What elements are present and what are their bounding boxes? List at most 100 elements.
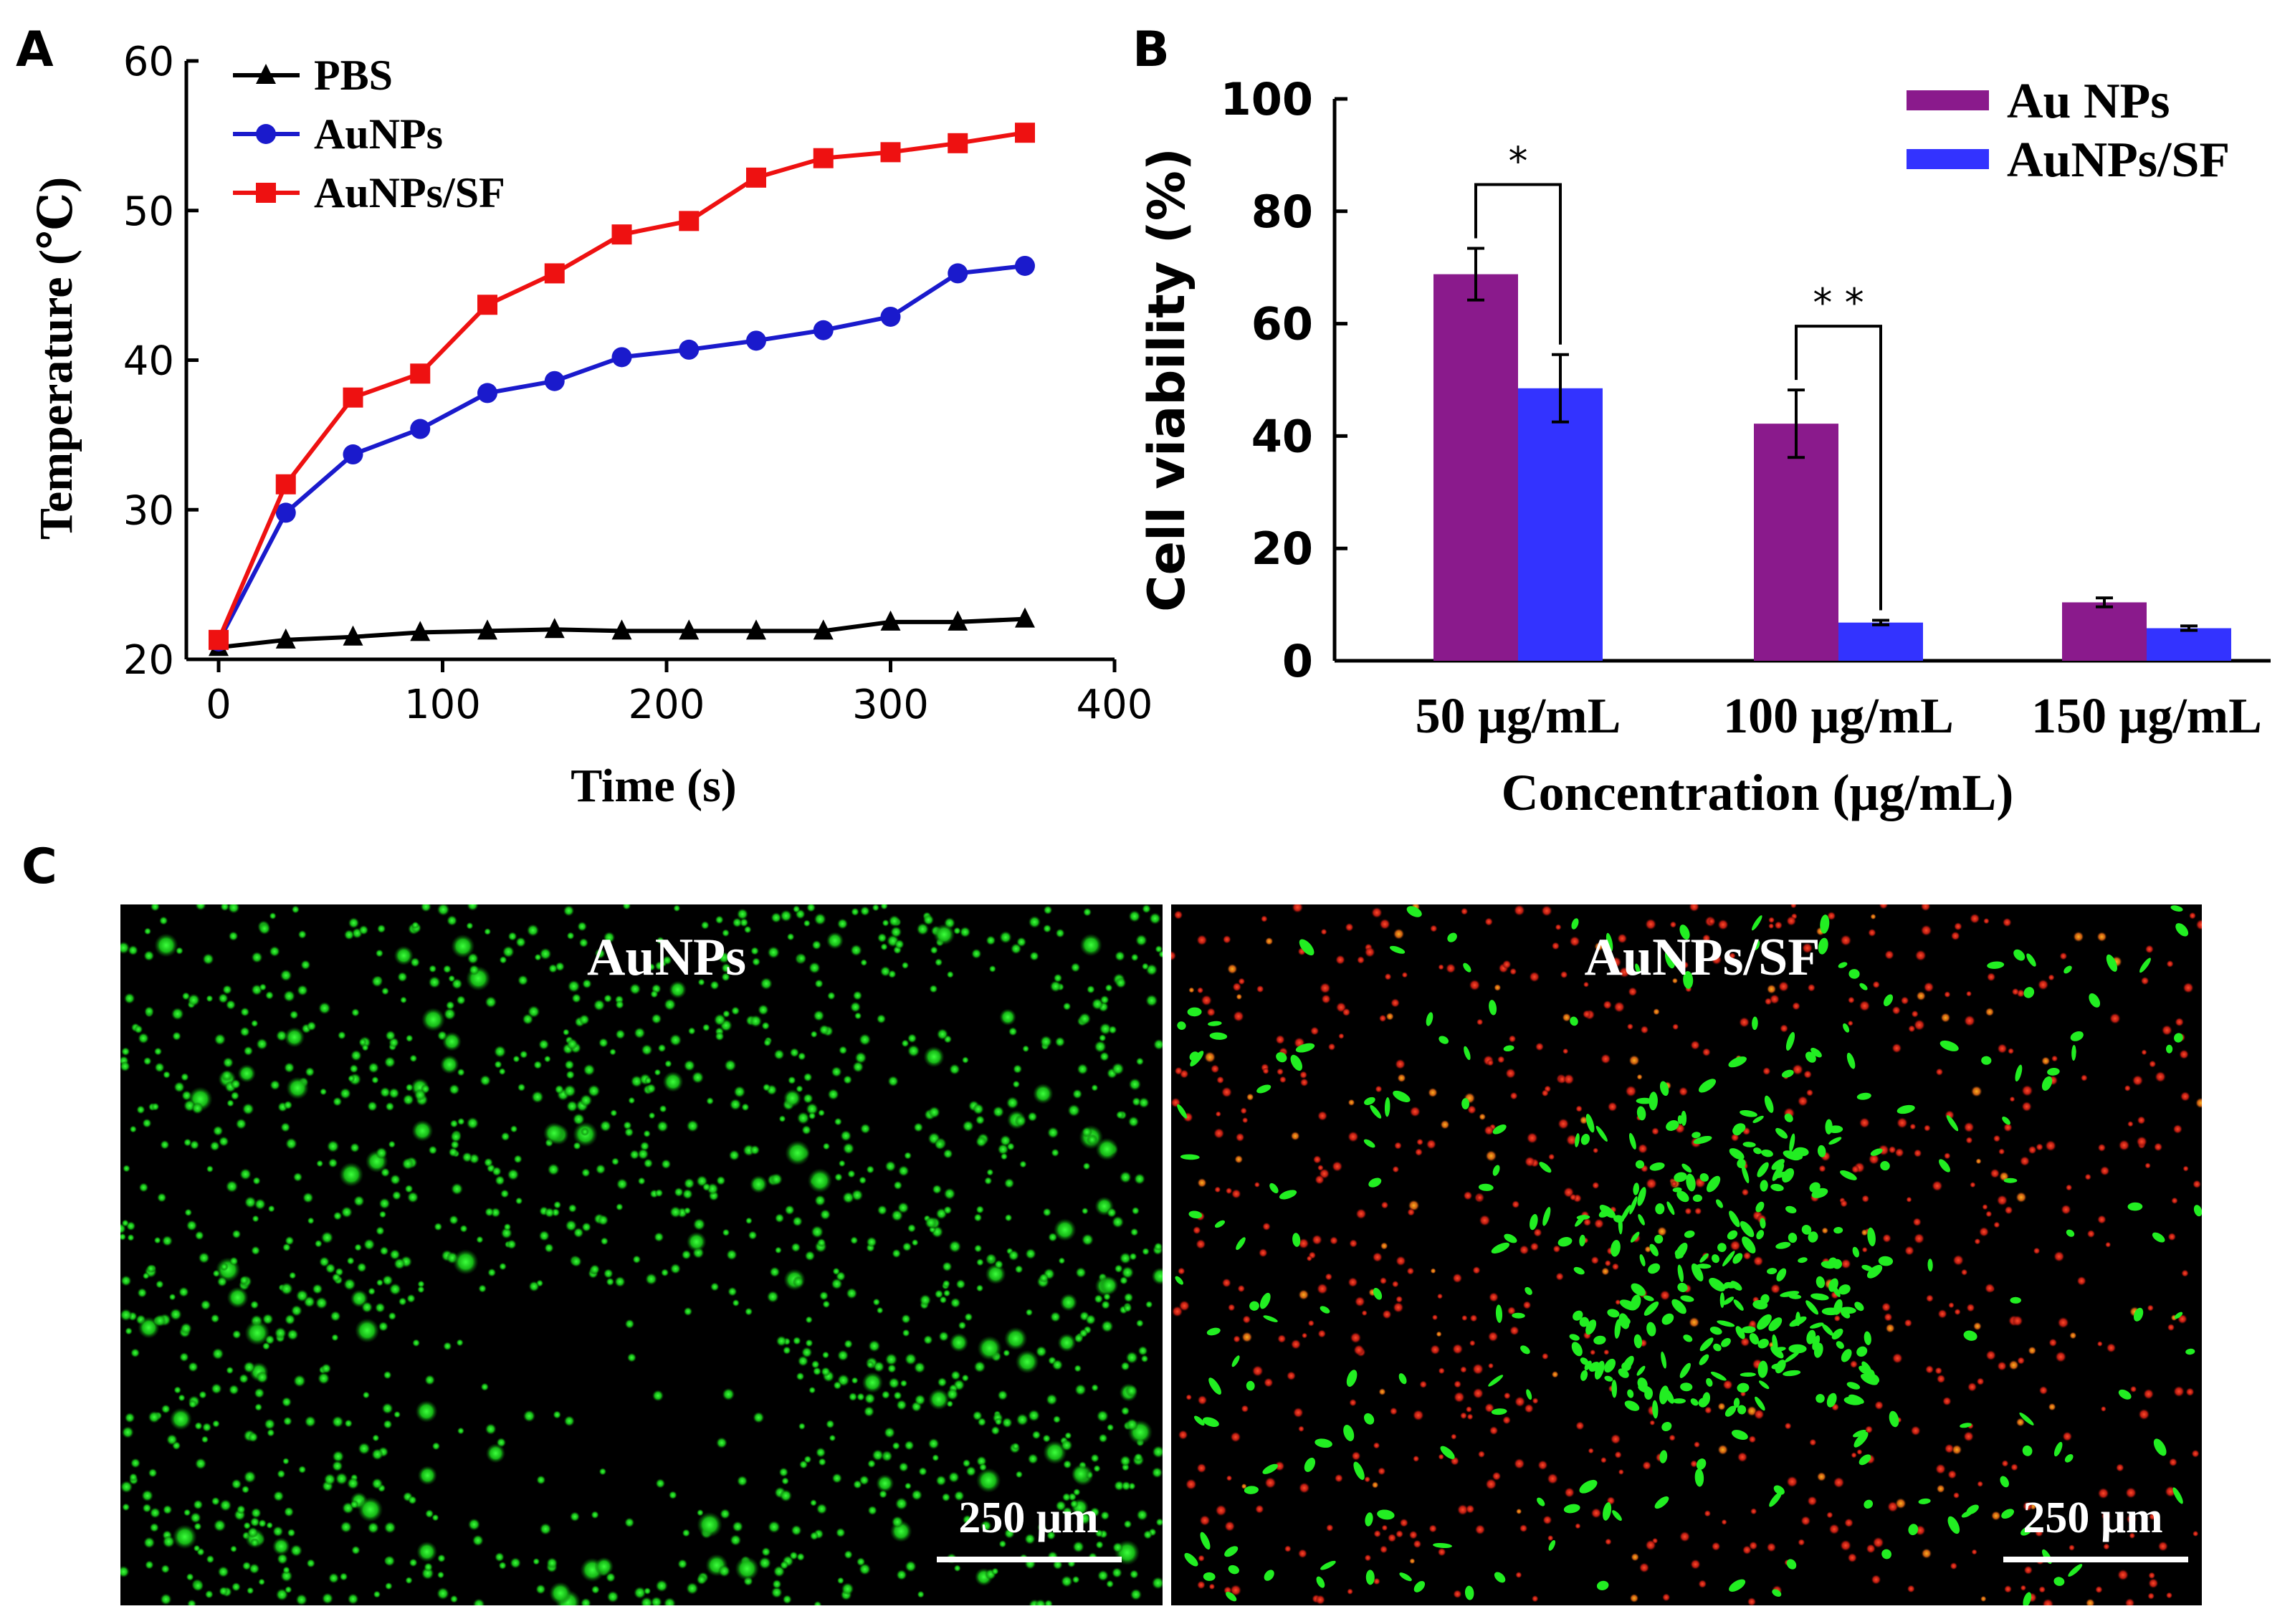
- dead-cell: [1601, 1267, 1610, 1276]
- dead-cell: [1914, 1233, 1924, 1244]
- dead-cell: [1548, 1153, 1555, 1160]
- dead-cell: [1185, 1394, 1192, 1400]
- dead-cell: [1662, 1593, 1671, 1602]
- live-cell: [787, 1076, 796, 1085]
- dead-cell: [1185, 1479, 1197, 1490]
- live-cell: [1123, 1519, 1132, 1529]
- live-cell: [1059, 1293, 1078, 1312]
- live-cell: [243, 1470, 257, 1484]
- dead-cell: [1395, 1529, 1404, 1538]
- live-cell: [831, 1473, 843, 1484]
- dead-cell: [1378, 1388, 1386, 1395]
- live-cell: [844, 1549, 853, 1559]
- live-cell: [1089, 1506, 1100, 1517]
- dead-cell: [1690, 1040, 1700, 1051]
- live-cell: [898, 1461, 909, 1473]
- live-cell: [405, 1576, 413, 1585]
- dead-cell: [1914, 1019, 1925, 1031]
- live-cell: [1123, 1304, 1132, 1313]
- dead-cell: [1399, 1518, 1408, 1527]
- panel-a-y-tick-label: 60: [123, 39, 174, 85]
- live-cell: [1548, 1539, 1556, 1551]
- dead-cell: [2179, 1049, 2189, 1059]
- live-cell: [1003, 1528, 1015, 1539]
- dead-cell: [1925, 1294, 1934, 1303]
- dead-cell: [1395, 1295, 1403, 1303]
- dead-cell: [1997, 1361, 2007, 1371]
- live-cell: [1727, 1230, 1738, 1240]
- live-cell: [1760, 1180, 1768, 1192]
- dead-cell: [1694, 1207, 1702, 1215]
- live-cell: [589, 1264, 601, 1275]
- live-cell: [2127, 1202, 2143, 1211]
- live-cell: [872, 904, 880, 912]
- live-cell: [1785, 1031, 1795, 1051]
- live-cell: [1054, 1036, 1066, 1047]
- live-cell: [249, 1516, 260, 1527]
- dead-cell: [1196, 935, 1208, 946]
- dead-cell: [2099, 1165, 2110, 1176]
- live-cell: [373, 1590, 381, 1598]
- dead-cell: [2023, 1565, 2033, 1575]
- panel-b-legend-item: Au NPs: [1907, 74, 2170, 129]
- live-cell: [227, 904, 240, 914]
- dead-cell: [1636, 1074, 1643, 1080]
- dead-cell: [1833, 1314, 1841, 1322]
- live-cell: [385, 1102, 395, 1112]
- dead-cell: [1514, 904, 1525, 916]
- dead-cell: [1487, 1059, 1494, 1066]
- dead-cell: [2008, 1048, 2015, 1055]
- micrograph-aunps-label: AuNPs: [587, 928, 746, 987]
- live-cell: [285, 1236, 295, 1246]
- live-cell: [1520, 1345, 1530, 1355]
- panel-b-x-tick-label: 100 μg/mL: [1723, 689, 1954, 744]
- live-cell: [1027, 1409, 1041, 1422]
- live-cell: [792, 1215, 803, 1227]
- dead-cell: [1178, 1430, 1188, 1440]
- live-cell: [289, 1010, 299, 1020]
- dead-cell: [2069, 1332, 2077, 1339]
- dead-cell: [1990, 1168, 2000, 1179]
- live-cell: [443, 1342, 452, 1351]
- live-cell: [1780, 1291, 1800, 1297]
- live-cell: [706, 1097, 715, 1105]
- live-cell: [445, 1000, 455, 1011]
- live-cell: [160, 1593, 172, 1605]
- live-cell: [1034, 1599, 1046, 1605]
- live-cell: [457, 1427, 465, 1435]
- live-cell: [949, 1332, 969, 1352]
- dead-cell: [2028, 1346, 2037, 1355]
- live-cell: [852, 1061, 864, 1073]
- dead-cell: [1891, 1006, 1901, 1015]
- dead-cell: [1214, 1186, 1221, 1193]
- dead-cell: [1233, 1335, 1241, 1343]
- live-cell: [143, 1537, 156, 1549]
- dead-cell: [1625, 1085, 1637, 1097]
- live-cell: [459, 1224, 468, 1233]
- dead-cell: [2020, 1156, 2030, 1167]
- live-cell: [302, 1192, 314, 1203]
- dead-cell: [1395, 1256, 1406, 1266]
- live-cell: [1784, 1113, 1793, 1122]
- dead-cell: [1216, 1076, 1224, 1084]
- dead-cell: [1174, 1066, 1183, 1076]
- live-cell: [533, 1060, 543, 1070]
- live-cell: [450, 1131, 462, 1143]
- dead-cell: [1594, 942, 1604, 952]
- dead-cell: [1575, 1105, 1583, 1112]
- dead-cell: [1980, 1595, 1987, 1602]
- live-cell: [1027, 1453, 1039, 1465]
- live-cell: [1570, 1016, 1578, 1026]
- live-cell: [512, 1055, 520, 1063]
- live-cell: [1000, 1152, 1008, 1160]
- dead-cell: [1976, 1377, 1985, 1385]
- live-cell: [280, 1122, 291, 1132]
- dead-cell: [1256, 985, 1264, 993]
- live-cell: [923, 1046, 945, 1068]
- dead-cell: [1492, 1471, 1502, 1481]
- live-cell: [543, 1122, 566, 1145]
- dead-cell: [1526, 1132, 1538, 1144]
- dead-cell: [1944, 991, 1951, 998]
- live-cell: [686, 1231, 707, 1252]
- live-cell: [807, 1168, 833, 1193]
